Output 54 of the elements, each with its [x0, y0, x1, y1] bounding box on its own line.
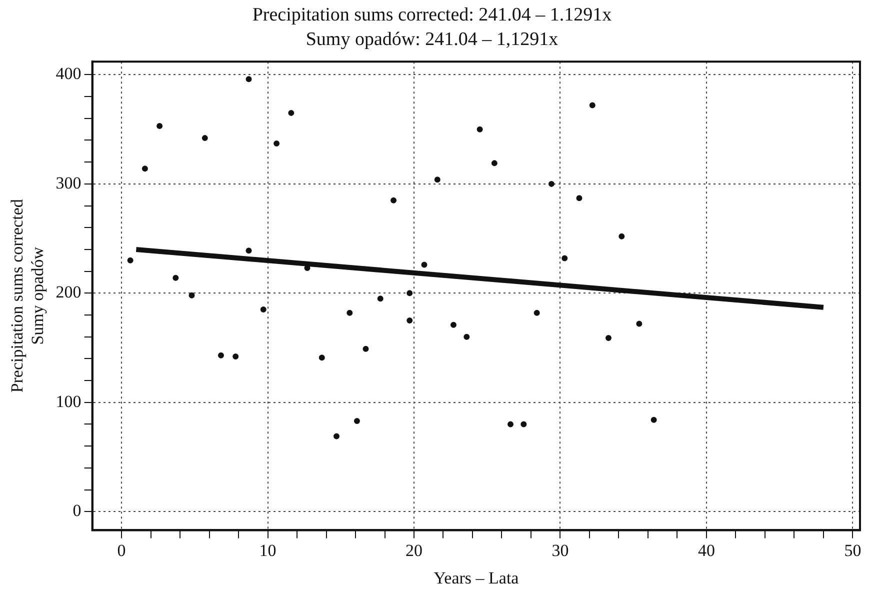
point	[434, 176, 440, 183]
point	[246, 248, 252, 254]
point	[589, 102, 596, 108]
y-tick-label: 400	[56, 64, 82, 84]
point	[576, 195, 582, 202]
point	[421, 262, 428, 268]
point	[548, 180, 554, 187]
point	[218, 352, 224, 358]
point	[202, 135, 208, 142]
point	[156, 123, 163, 130]
point	[520, 421, 527, 428]
y-axis-title: Precipitation sums corrected Sumy opadów	[8, 198, 48, 393]
chart-subtitle: Sumy opadów: 241.04 – 1,1291x	[306, 29, 559, 50]
point	[362, 346, 369, 352]
x-tick-label: 30	[552, 540, 569, 560]
x-tick-label: 20	[406, 540, 423, 560]
point	[334, 433, 340, 440]
point	[188, 292, 195, 298]
point	[232, 354, 239, 360]
y-tick-label: 100	[56, 392, 82, 411]
point	[450, 322, 456, 328]
point	[318, 354, 325, 361]
point	[246, 76, 252, 82]
x-axis-title: Years – Lata	[434, 568, 520, 588]
point	[618, 233, 625, 240]
point	[605, 334, 612, 341]
x-tick-label: 0	[117, 540, 126, 560]
point	[534, 310, 540, 316]
x-tick-label: 10	[259, 540, 276, 560]
y-tick-label: 0	[72, 501, 82, 520]
point	[464, 334, 470, 340]
y-tick-label: 200	[56, 282, 82, 302]
point	[274, 140, 280, 147]
point	[354, 418, 360, 424]
point	[476, 126, 483, 132]
point	[562, 255, 568, 262]
point	[491, 160, 498, 166]
chart-title: Precipitation sums corrected: 241.04 – 1.1291x	[252, 4, 612, 26]
point	[636, 320, 642, 327]
point	[260, 306, 266, 313]
point	[288, 110, 294, 116]
point	[650, 416, 657, 423]
point	[390, 197, 397, 204]
x-tick-label: 40	[698, 540, 715, 560]
point	[406, 290, 413, 296]
y-tick-label: 300	[56, 173, 82, 192]
point	[172, 274, 179, 281]
point	[127, 257, 134, 264]
point	[346, 310, 353, 316]
point	[142, 166, 148, 172]
point	[406, 317, 413, 324]
point	[377, 296, 384, 302]
x-tick-label: 50	[844, 540, 862, 560]
point	[508, 421, 514, 428]
